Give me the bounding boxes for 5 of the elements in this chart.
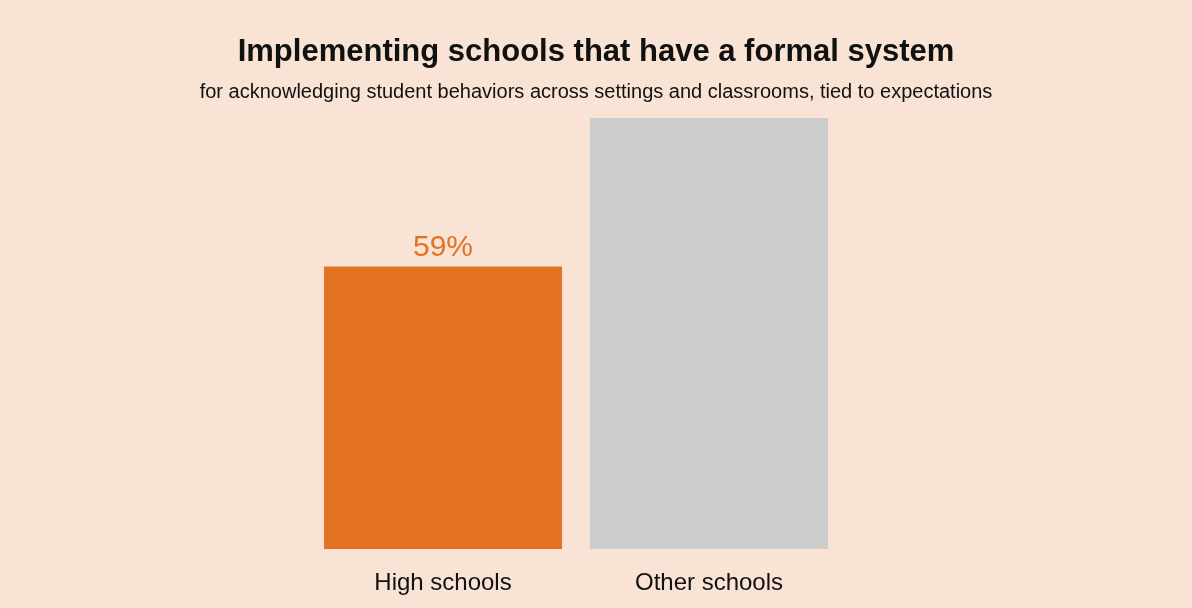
x-tick-label: High schools (374, 567, 512, 595)
chart-subtitle: for acknowledging student behaviors across settings and classrooms, tied to expectations (199, 80, 993, 102)
x-tick-label: Other schools (634, 567, 784, 595)
chart-title: Implementing schools that have a formal system (237, 33, 955, 68)
data-label: 59% (412, 228, 474, 262)
